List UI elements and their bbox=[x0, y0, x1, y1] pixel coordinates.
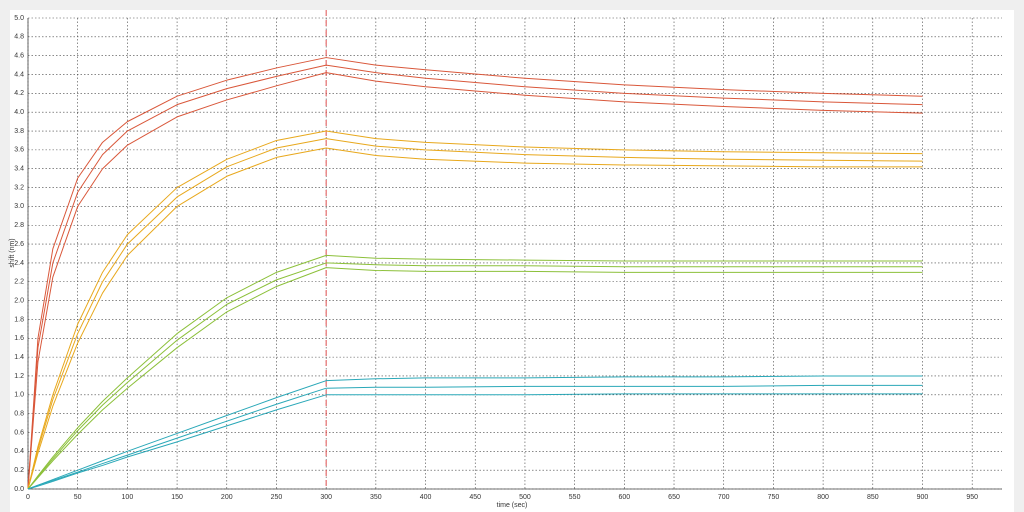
x-tick-label: 850 bbox=[867, 494, 879, 501]
data-line bbox=[27, 393, 923, 490]
x-tick-label: 750 bbox=[768, 494, 780, 501]
y-tick-label: 3.6 bbox=[14, 147, 24, 154]
x-tick-label: 600 bbox=[618, 494, 630, 501]
y-tick-label: 2.4 bbox=[14, 260, 24, 267]
x-tick-label: 700 bbox=[718, 494, 730, 501]
data-line bbox=[27, 262, 923, 490]
y-tick-label: 3.4 bbox=[14, 166, 24, 173]
y-tick-label: 1.2 bbox=[14, 373, 24, 380]
y-axis-label: shift (nm) bbox=[9, 238, 16, 267]
x-tick-label: 550 bbox=[569, 494, 581, 501]
x-tick-label: 650 bbox=[668, 494, 680, 501]
y-tick-label: 2.8 bbox=[14, 222, 24, 229]
y-tick-label: 1.0 bbox=[14, 392, 24, 399]
x-tick-label: 800 bbox=[817, 494, 829, 501]
x-tick-label: 50 bbox=[74, 494, 82, 501]
data-line bbox=[27, 384, 923, 490]
x-tick-label: 400 bbox=[420, 494, 432, 501]
x-tick-label: 100 bbox=[122, 494, 134, 501]
x-tick-label: 250 bbox=[271, 494, 283, 501]
data-line bbox=[27, 267, 923, 490]
x-tick-label: 0 bbox=[26, 494, 30, 501]
y-tick-label: 1.6 bbox=[14, 335, 24, 342]
data-line bbox=[27, 138, 923, 490]
data-line bbox=[27, 147, 923, 490]
x-tick-label: 500 bbox=[519, 494, 531, 501]
y-tick-label: 0.8 bbox=[14, 410, 24, 417]
y-tick-label: 4.2 bbox=[14, 90, 24, 97]
x-tick-label: 300 bbox=[320, 494, 332, 501]
x-axis-label: time (sec) bbox=[497, 502, 528, 509]
y-tick-label: 3.0 bbox=[14, 203, 24, 210]
x-tick-label: 950 bbox=[966, 494, 978, 501]
y-tick-label: 3.2 bbox=[14, 184, 24, 191]
y-tick-label: 4.6 bbox=[14, 53, 24, 60]
y-tick-label: 0.2 bbox=[14, 467, 24, 474]
x-tick-label: 150 bbox=[171, 494, 183, 501]
y-tick-label: 0.4 bbox=[14, 448, 24, 455]
data-line bbox=[27, 130, 923, 490]
y-tick-label: 2.6 bbox=[14, 241, 24, 248]
y-tick-label: 0.6 bbox=[14, 429, 24, 436]
y-tick-label: 2.0 bbox=[14, 297, 24, 304]
y-tick-label: 4.0 bbox=[14, 109, 24, 116]
data-line bbox=[27, 375, 923, 490]
data-line bbox=[27, 57, 923, 490]
x-tick-label: 200 bbox=[221, 494, 233, 501]
y-tick-label: 4.4 bbox=[14, 71, 24, 78]
y-tick-label: 1.8 bbox=[14, 316, 24, 323]
data-line bbox=[27, 254, 923, 490]
x-tick-label: 900 bbox=[917, 494, 929, 501]
y-tick-label: 5.0 bbox=[14, 15, 24, 22]
data-line bbox=[27, 72, 923, 490]
x-tick-label: 450 bbox=[469, 494, 481, 501]
y-tick-label: 0.0 bbox=[14, 486, 24, 493]
x-tick-label: 350 bbox=[370, 494, 382, 501]
y-tick-label: 2.2 bbox=[14, 279, 24, 286]
y-tick-label: 4.8 bbox=[14, 34, 24, 41]
y-tick-label: 3.8 bbox=[14, 128, 24, 135]
y-tick-label: 1.4 bbox=[14, 354, 24, 361]
data-line bbox=[27, 64, 923, 490]
